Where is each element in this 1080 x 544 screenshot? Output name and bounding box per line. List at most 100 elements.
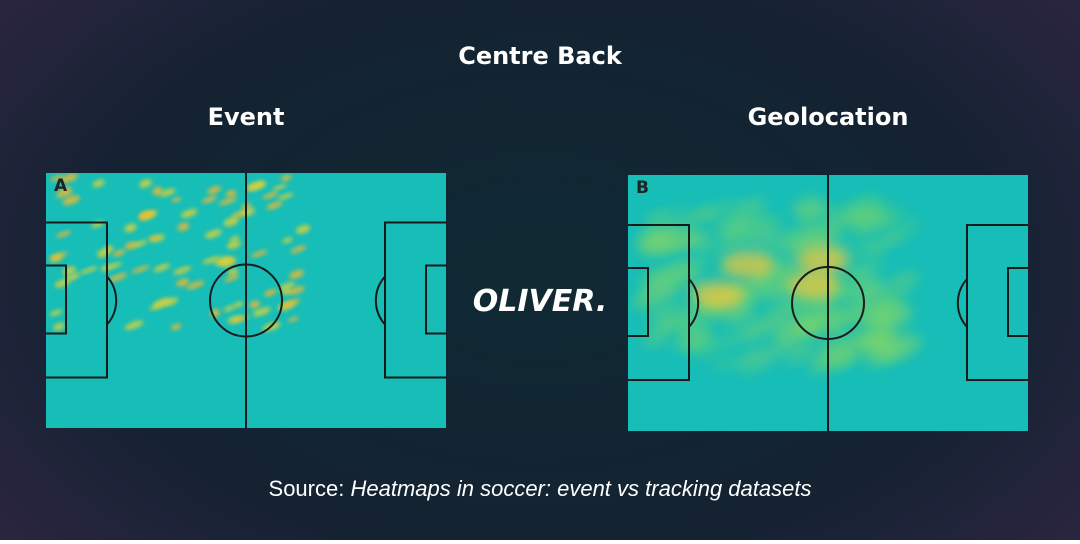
penalty-box <box>966 224 1028 381</box>
centre-circle <box>209 263 283 338</box>
heat-haze <box>862 294 905 318</box>
heat-haze <box>764 304 810 325</box>
heat-haze <box>793 336 820 354</box>
centre-circle <box>791 266 865 340</box>
heat-spot <box>131 265 150 274</box>
heat-spot <box>241 207 255 217</box>
title: Centre Back <box>458 42 623 70</box>
six-yard-box <box>1007 267 1028 337</box>
heat-haze <box>825 310 862 332</box>
pitch <box>628 175 1028 431</box>
source-prefix: Source: <box>269 476 345 501</box>
heat-haze <box>732 197 766 217</box>
heat-spot <box>250 250 268 258</box>
penalty-box <box>628 224 690 381</box>
heat-spot <box>186 280 205 290</box>
heat-haze <box>643 211 669 225</box>
panel-label: B <box>636 178 649 198</box>
heat-spot <box>92 179 105 188</box>
heat-spot <box>138 211 151 220</box>
heat-haze <box>778 221 825 246</box>
heat-spot <box>64 273 81 281</box>
heat-spot <box>53 322 65 331</box>
heat-spot <box>49 252 68 261</box>
heat-spot <box>295 224 311 234</box>
heat-haze <box>734 346 779 373</box>
heat-haze <box>865 235 904 253</box>
heat-haze <box>841 256 889 278</box>
heat-haze <box>644 302 670 320</box>
heat-spot <box>55 188 73 198</box>
heat-spot <box>49 309 63 316</box>
pitch <box>46 173 446 428</box>
heat-spot <box>159 188 176 197</box>
heat-haze <box>742 226 782 248</box>
heat-spot <box>152 186 163 196</box>
penalty-box <box>46 221 108 379</box>
heat-spot <box>180 208 198 218</box>
heat-spot <box>225 189 237 198</box>
heat-haze <box>684 206 718 222</box>
heat-spot <box>62 195 80 206</box>
six-yard-box <box>46 264 67 335</box>
six-yard-box <box>425 264 446 335</box>
logo: OLIVER. <box>473 284 608 319</box>
heat-haze <box>771 322 817 346</box>
source-citation: Heatmaps in soccer: event vs tracking da… <box>350 476 811 501</box>
heat-hotspot <box>722 251 774 279</box>
heatmap <box>49 173 311 332</box>
heat-spot <box>124 223 137 233</box>
heat-haze <box>864 331 907 352</box>
penalty-box <box>384 221 446 379</box>
heat-spot <box>177 222 189 231</box>
heat-haze <box>751 263 795 288</box>
heat-spot <box>288 286 305 295</box>
heat-haze <box>842 278 891 306</box>
heat-spot <box>249 300 261 309</box>
heat-haze <box>846 198 892 224</box>
heat-haze <box>783 349 815 365</box>
heat-haze <box>690 334 737 358</box>
heat-spot <box>201 195 217 204</box>
heat-spot <box>264 289 277 297</box>
heat-spot <box>124 320 144 330</box>
heat-spot <box>266 201 283 210</box>
heat-spot <box>139 179 152 188</box>
heat-haze <box>722 217 768 238</box>
heat-spot <box>79 266 98 275</box>
heat-haze <box>727 301 757 318</box>
heat-spot <box>248 181 267 191</box>
heat-haze <box>774 339 802 355</box>
heat-spot <box>277 192 294 200</box>
heat-spot <box>50 175 64 182</box>
heat-haze <box>633 283 681 304</box>
heat-spot <box>207 186 222 194</box>
heat-spot <box>153 263 171 272</box>
heat-spot <box>223 305 235 312</box>
heat-spot <box>281 298 301 308</box>
heat-spot <box>202 256 220 265</box>
panel-heading: Geolocation <box>748 103 909 131</box>
heat-haze <box>794 202 829 220</box>
heat-spot <box>233 301 244 308</box>
heat-spot <box>150 234 165 243</box>
heat-spot <box>252 307 271 317</box>
heat-spot <box>173 266 192 275</box>
panel-heading: Event <box>208 103 285 131</box>
panel-label: A <box>54 176 68 196</box>
heat-spot <box>204 229 222 239</box>
heat-spot <box>153 298 171 307</box>
heat-haze <box>655 309 697 333</box>
heat-spot <box>290 245 307 254</box>
heat-spot <box>262 191 279 200</box>
heat-spot <box>218 197 237 206</box>
heat-spot <box>56 230 71 238</box>
heat-spot <box>226 240 241 249</box>
heat-spot <box>214 256 231 266</box>
heat-haze <box>711 357 736 371</box>
heat-haze <box>851 330 892 349</box>
heat-spot <box>282 237 293 244</box>
heat-spot <box>171 323 182 331</box>
